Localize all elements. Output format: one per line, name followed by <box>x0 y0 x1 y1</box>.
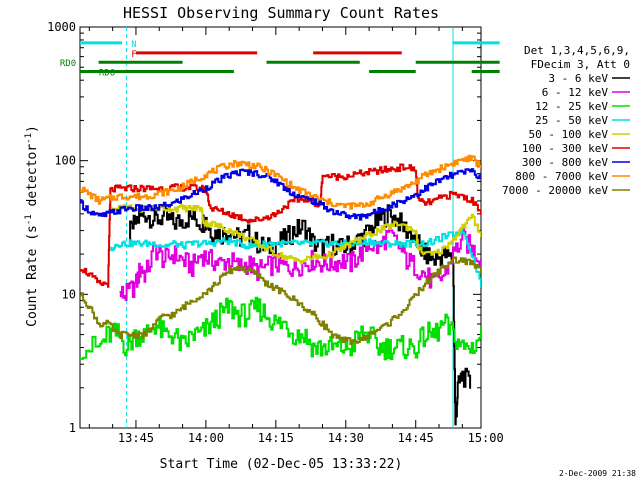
timestamp: 2-Dec-2009 21:38 <box>559 469 636 478</box>
x-tick-label: 14:30 <box>328 431 364 445</box>
y-label-mid: detector <box>25 144 40 215</box>
y-axis-label: Count Rate (s-1 detector-1) <box>24 125 40 327</box>
legend-label: 12 - 25 keV <box>535 100 608 113</box>
y-label-sup1: -1 <box>24 214 34 225</box>
legend-header: FDecim 3, Att 0 <box>531 58 630 71</box>
plot-area: 1 10 100 1000 13:45 14:00 14:15 14:30 14:45 15:00… <box>47 20 504 445</box>
x-tick-label: 14:15 <box>258 431 294 445</box>
plot-frame <box>79 26 482 429</box>
x-tick-label: 15:00 <box>468 431 504 445</box>
series-line <box>110 227 481 288</box>
chart-title: HESSI Observing Summary Count Rates <box>123 4 439 22</box>
legend-label: 6 - 12 keV <box>542 86 609 99</box>
legend-label: 100 - 300 keV <box>522 142 608 155</box>
legend-label: 25 - 50 keV <box>535 114 608 127</box>
legend-label: 800 - 7000 keV <box>515 170 608 183</box>
series-line <box>80 296 481 361</box>
y-label-sup2: -1 <box>24 133 34 144</box>
flag-bar-label: N <box>131 40 136 50</box>
series-line <box>129 204 472 426</box>
x-tick-label: 13:45 <box>118 431 154 445</box>
x-axis-label: Start Time (02-Dec-05 13:33:22) <box>160 457 403 472</box>
legend-header: Det 1,3,4,5,6,9, <box>524 44 630 57</box>
legend: Det 1,3,4,5,6,9,FDecim 3, Att 03 - 6 keV… <box>502 44 630 197</box>
flag-bar-label: RD6 <box>99 68 115 78</box>
series-line <box>80 163 481 288</box>
y-label-main: Count Rate (s <box>25 225 40 327</box>
series-line <box>80 256 481 345</box>
flag-bar-label: RD0 <box>60 59 76 69</box>
legend-label: 3 - 6 keV <box>548 72 608 85</box>
series-line <box>80 168 481 221</box>
legend-label: 300 - 800 keV <box>522 156 608 169</box>
x-tick-label: 14:00 <box>188 431 224 445</box>
legend-label: 7000 - 20000 keV <box>502 184 608 197</box>
x-tick-label: 14:45 <box>398 431 434 445</box>
y-tick-label: 100 <box>54 154 76 168</box>
flag-bar-label: F <box>131 50 136 60</box>
series-group <box>80 27 481 428</box>
series-line <box>80 154 481 210</box>
y-tick-label: 1 <box>69 421 76 435</box>
series-line <box>110 204 481 265</box>
legend-label: 50 - 100 keV <box>529 128 609 141</box>
y-label-end: ) <box>25 125 40 133</box>
y-tick-label: 10 <box>62 287 76 301</box>
y-tick-label: 1000 <box>47 20 76 34</box>
